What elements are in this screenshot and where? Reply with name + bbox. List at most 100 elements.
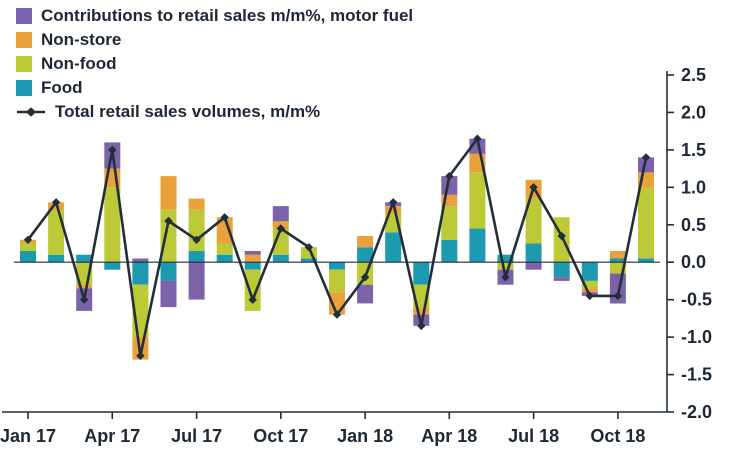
legend-label-food: Food: [41, 77, 83, 97]
bar-segment: [413, 262, 430, 285]
diamond-marker-icon: [557, 231, 566, 241]
x-tick-label: Jan 18: [337, 426, 393, 446]
diamond-marker-icon: [276, 224, 285, 233]
bar-segment: [581, 280, 598, 289]
bar-segment: [48, 254, 65, 263]
y-tick-label: 0.0: [681, 252, 706, 272]
legend-label-motor-fuel: Contributions to retail sales m/m%, moto…: [41, 5, 414, 25]
diamond-marker-icon: [613, 291, 623, 301]
bar-segment: [188, 209, 205, 251]
bar-segment: [441, 176, 458, 195]
bar-segment: [581, 288, 598, 293]
diamond-marker-icon: [164, 216, 173, 226]
diamond-marker-icon: [23, 235, 33, 244]
bar-segment: [441, 206, 458, 240]
bar-segment: [76, 254, 93, 263]
bar-segment: [188, 251, 205, 263]
diamond-marker-icon: [220, 213, 229, 222]
legend-label-total-line: Total retail sales volumes, m/m%: [55, 101, 321, 121]
bar-segment: [525, 198, 542, 244]
legend-label-non-store: Non-store: [41, 29, 122, 49]
bar-segment: [104, 187, 121, 263]
bar-segment: [469, 228, 486, 263]
diamond-marker-icon: [389, 198, 398, 207]
y-tick-label: 0.5: [681, 215, 706, 235]
x-tick-label: Oct 17: [253, 426, 308, 446]
bar-segment: [357, 236, 374, 248]
bar-segment: [244, 269, 261, 311]
x-tick-label: Oct 18: [590, 426, 645, 446]
y-tick-label: -1.0: [681, 327, 712, 347]
y-tick-label: -0.5: [681, 290, 712, 310]
diamond-marker-icon: [417, 321, 426, 331]
bar-segment: [329, 262, 345, 270]
total-line-series: [26, 137, 648, 358]
diamond-marker-icon: [80, 295, 89, 304]
diamond-marker-icon: [445, 171, 454, 181]
bar-segment: [469, 172, 486, 229]
y-tick-label: 2.0: [681, 102, 706, 122]
bar-segment: [104, 262, 121, 270]
y-tick-label: 2.5: [681, 65, 706, 85]
bar-segment: [553, 277, 570, 281]
bar-segment: [20, 243, 36, 251]
bar-segment: [216, 254, 233, 263]
bar-segment: [441, 239, 458, 263]
diamond-marker-icon: [248, 295, 257, 304]
food-swatch-icon: [16, 79, 32, 96]
bar-segment: [609, 258, 626, 263]
x-tick-label: Apr 18: [421, 426, 477, 446]
bar-segment: [441, 194, 458, 206]
x-tick-label: Jul 17: [171, 426, 222, 446]
non-store-swatch-icon: [16, 31, 32, 48]
bar-segment: [272, 206, 289, 222]
bar-segment: [357, 247, 374, 263]
y-tick-label: 1.5: [681, 140, 706, 160]
bar-segment: [132, 262, 149, 285]
bar-segment: [188, 198, 205, 210]
diamond-marker-icon: [529, 183, 538, 192]
bar-segment: [300, 258, 317, 263]
legend-item-motor-fuel: Contributions to retail sales m/m%, moto…: [16, 4, 413, 27]
diamond-marker-icon: [304, 243, 314, 252]
bar-segment: [216, 243, 233, 255]
x-tick-label: Jan 17: [0, 426, 56, 446]
diamond-marker-icon: [360, 273, 370, 282]
bar-segment: [581, 262, 598, 281]
bar-segment: [497, 262, 514, 270]
bar-segment: [48, 209, 65, 255]
bar-segment: [638, 157, 654, 173]
bar-segment: [160, 280, 177, 308]
y-tick-label: -2.0: [681, 402, 712, 422]
bar-segment: [385, 232, 402, 263]
bar-segment: [329, 269, 345, 293]
bar-segment: [553, 262, 570, 278]
bar-segment: [160, 262, 177, 281]
legend-item-non-food: Non-food: [16, 52, 413, 75]
total-line-marker-icon: [17, 106, 45, 117]
bar-segment: [244, 262, 261, 270]
diamond-marker-icon: [501, 273, 510, 282]
bar-segment: [638, 258, 654, 263]
bar-segment: [357, 284, 374, 304]
diamond-marker-icon: [108, 145, 117, 155]
x-tick-label: Apr 17: [84, 426, 140, 446]
legend-item-food: Food: [16, 76, 413, 99]
diamond-marker-icon: [332, 310, 342, 319]
chart-legend: Contributions to retail sales m/m%, moto…: [16, 4, 413, 123]
bar-segment: [188, 262, 205, 300]
bar-segment: [413, 307, 430, 315]
diamond-marker-icon: [585, 291, 594, 301]
motor-fuel-swatch-icon: [16, 7, 32, 24]
diamond-marker-icon: [192, 235, 201, 244]
diamond-marker-icon: [136, 351, 145, 360]
bar-segment: [525, 262, 542, 270]
diamond-marker-icon: [641, 153, 651, 162]
bar-segment: [497, 254, 514, 263]
bar-segment: [609, 262, 626, 274]
y-tick-label: -1.5: [681, 365, 712, 385]
bar-segment: [385, 206, 402, 214]
bar-segment: [76, 284, 93, 289]
